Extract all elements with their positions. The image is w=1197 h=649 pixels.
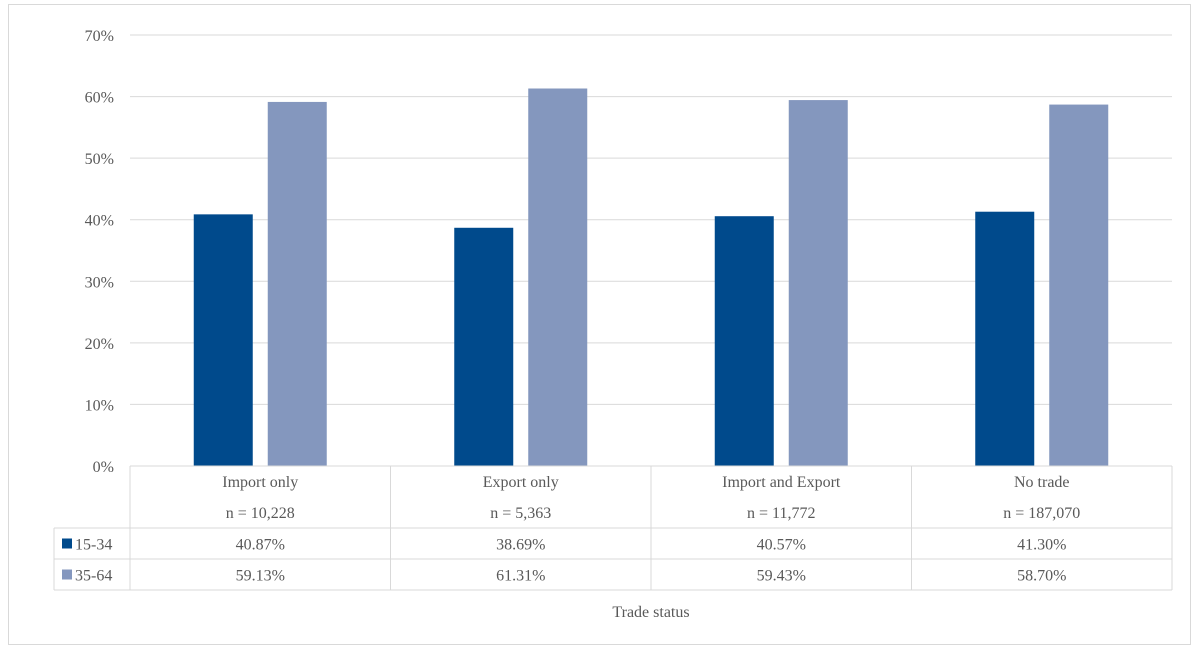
category-count: n = 10,228 — [226, 505, 295, 522]
data-label: 38.69% — [496, 537, 545, 554]
category-count: n = 5,363 — [490, 505, 551, 522]
category-count: n = 187,070 — [1003, 505, 1080, 522]
data-table: Import only n = 10,228 Export only n = 5,36… — [53, 465, 1173, 591]
bar — [714, 216, 774, 466]
y-tick-label: 60% — [85, 90, 114, 107]
data-label: 59.43% — [757, 568, 806, 585]
bars — [193, 88, 1109, 467]
x-axis-title: Trade status — [612, 604, 689, 621]
bar — [193, 214, 253, 466]
legend-label: 35-64 — [75, 568, 112, 585]
legend-swatch — [62, 569, 72, 580]
y-tick-label: 70% — [85, 28, 114, 45]
bar — [1049, 104, 1109, 466]
data-label: 41.30% — [1017, 537, 1066, 554]
y-tick-label: 10% — [85, 397, 114, 414]
category-label: Export only — [483, 474, 559, 491]
bar — [267, 101, 327, 466]
bar — [454, 227, 514, 466]
y-tick-label: 50% — [85, 151, 114, 168]
bar — [528, 88, 588, 467]
data-label: 59.13% — [236, 568, 285, 585]
data-label: 61.31% — [496, 568, 545, 585]
legend-swatch — [62, 538, 72, 549]
category-label: Import only — [222, 474, 298, 491]
legend-label: 15-34 — [75, 537, 112, 554]
y-axis-ticks: 0% 10% 20% 30% 40% 50% 60% 70% — [85, 28, 114, 476]
category-count: n = 11,772 — [747, 505, 815, 522]
y-tick-label: 40% — [85, 213, 114, 230]
data-label: 40.87% — [236, 537, 285, 554]
category-label: Import and Export — [722, 474, 841, 491]
bar — [788, 100, 848, 467]
data-label: 40.57% — [757, 537, 806, 554]
data-label: 58.70% — [1017, 568, 1066, 585]
category-label: No trade — [1014, 474, 1070, 491]
bar — [975, 211, 1035, 466]
y-tick-label: 30% — [85, 274, 114, 291]
y-tick-label: 20% — [85, 336, 114, 353]
y-tick-label: 0% — [93, 459, 114, 476]
